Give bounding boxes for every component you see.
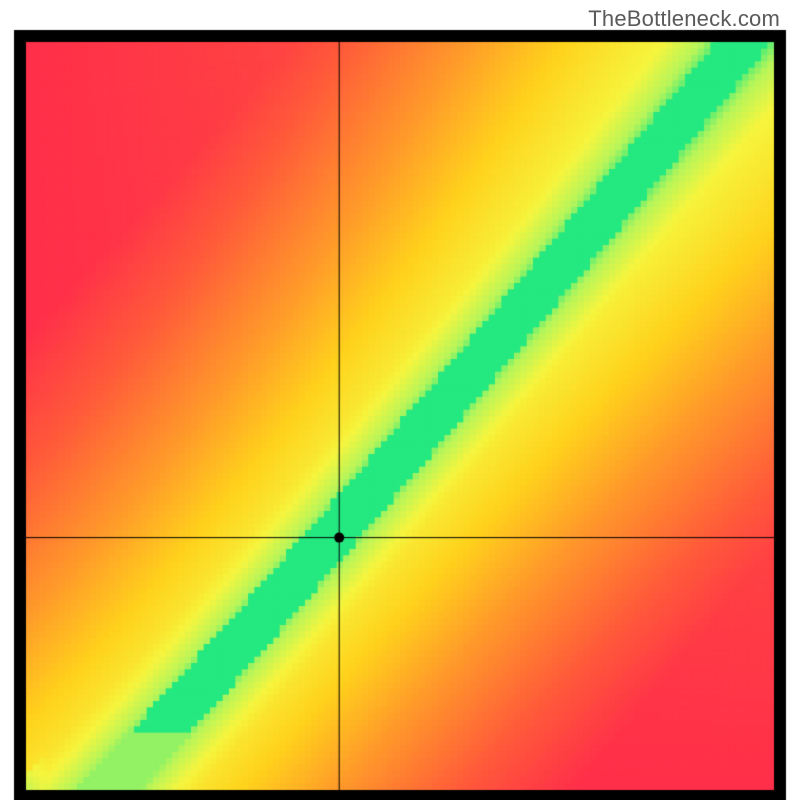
watermark-label: TheBottleneck.com — [588, 6, 780, 32]
bottleneck-heatmap — [0, 0, 800, 800]
chart-container: { "watermark": { "text": "TheBottleneck.… — [0, 0, 800, 800]
